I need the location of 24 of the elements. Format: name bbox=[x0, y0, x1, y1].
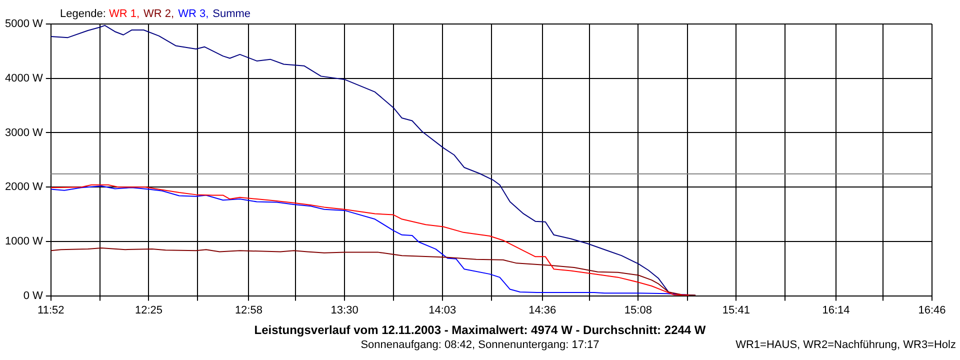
text: WR 3, bbox=[178, 8, 209, 20]
x-tick-label: 16:46 bbox=[918, 304, 946, 316]
text: Leistungsverlauf vom 12.11.2003 - Maximalwert: 4974 W - Durchschnitt: 2244 W bbox=[253, 323, 707, 337]
x-tick-label: 16:14 bbox=[822, 304, 850, 316]
x-tick-label: 12:25 bbox=[134, 304, 162, 316]
y-tick-label: 1000 W bbox=[4, 235, 44, 248]
y-tick-label: 5000 W bbox=[4, 18, 44, 30]
y-tick-label: 0 W bbox=[23, 290, 44, 302]
y-tick-label: 2000 W bbox=[4, 181, 44, 194]
x-tick-label: 13:30 bbox=[330, 304, 358, 316]
x-tick-label: 14:03 bbox=[428, 304, 456, 316]
x-tick-label: 15:41 bbox=[722, 304, 750, 316]
x-tick-label: 12:58 bbox=[234, 304, 262, 316]
text: WR 2, bbox=[144, 8, 174, 20]
x-tick-label: 11:52 bbox=[38, 304, 64, 316]
text: WR 1, bbox=[108, 8, 140, 20]
text: Sonnenaufgang: 08:42, Sonnenuntergang: 17:17 bbox=[360, 339, 600, 351]
y-tick-label: 4000 W bbox=[4, 72, 44, 84]
text: WR1=HAUS, WR2=Nachführung, WR3=Holz bbox=[736, 339, 956, 351]
text: Summe bbox=[212, 8, 251, 20]
x-tick-label: 14:36 bbox=[528, 304, 556, 316]
legend-title: Legende: bbox=[60, 8, 107, 20]
y-tick-label: 3000 W bbox=[4, 126, 44, 139]
x-tick-label: 15:08 bbox=[624, 304, 652, 316]
